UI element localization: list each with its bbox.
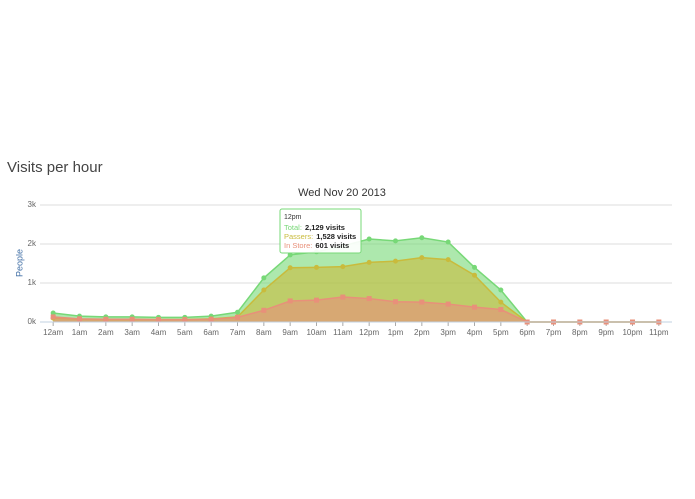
- point: [472, 304, 477, 310]
- y-tick-label: 1k: [28, 278, 37, 287]
- point: [235, 309, 240, 315]
- tooltip-value: 1,528 visits: [316, 232, 356, 241]
- x-tick-label: 10pm: [622, 328, 642, 337]
- point: [103, 316, 109, 322]
- point: [340, 294, 346, 300]
- tooltip-row: Total: 2,129 visits: [284, 223, 345, 232]
- point: [366, 296, 372, 302]
- tooltip-value: 2,129 visits: [305, 223, 345, 232]
- tooltip-label: In Store:: [284, 241, 312, 250]
- tooltip-box: [279, 208, 362, 254]
- point: [498, 307, 504, 313]
- point: [472, 264, 477, 270]
- tooltip-label: Total:: [284, 223, 302, 232]
- x-tick-label: 1am: [72, 328, 88, 337]
- point: [235, 314, 240, 320]
- point: [366, 236, 372, 242]
- x-tick-label: 11am: [333, 328, 353, 337]
- point: [261, 307, 267, 313]
- x-tick-label: 8am: [256, 328, 272, 337]
- x-tick-label: 4pm: [467, 328, 483, 337]
- y-tick-label: 0k: [28, 317, 37, 326]
- point: [498, 299, 504, 305]
- point: [129, 316, 135, 322]
- point: [77, 316, 82, 322]
- point: [419, 299, 425, 305]
- point: [366, 259, 372, 265]
- x-tick-label: 4am: [151, 328, 167, 337]
- x-tick-label: 3am: [124, 328, 140, 337]
- x-tick-label: 1pm: [388, 328, 404, 337]
- point: [208, 316, 214, 322]
- x-tick-label: 11pm: [649, 328, 669, 337]
- point: [314, 297, 319, 303]
- x-tick-label: 7am: [230, 328, 246, 337]
- point: [287, 265, 293, 271]
- x-tick-label: 3pm: [440, 328, 456, 337]
- point: [340, 264, 346, 270]
- point: [261, 287, 267, 293]
- x-tick-label: 12am: [43, 328, 63, 337]
- point: [156, 317, 161, 323]
- x-tick-label: 7pm: [546, 328, 562, 337]
- point: [50, 314, 56, 320]
- x-tick-label: 2pm: [414, 328, 430, 337]
- point: [50, 310, 56, 316]
- point: [287, 252, 293, 258]
- chart-title: Wed Nov 20 2013: [298, 187, 386, 199]
- point: [314, 264, 319, 270]
- x-tick-label: 8pm: [572, 328, 588, 337]
- point: [445, 239, 451, 245]
- x-tick-label: 6pm: [519, 328, 535, 337]
- point: [287, 298, 293, 304]
- point: [393, 299, 398, 305]
- x-tick-label: 2am: [98, 328, 114, 337]
- y-axis-title: People: [14, 249, 24, 277]
- point: [393, 258, 398, 264]
- x-tick-label: 9pm: [598, 328, 614, 337]
- point: [472, 272, 477, 278]
- x-tick-label: 12pm: [359, 328, 379, 337]
- x-tick-label: 10am: [306, 328, 326, 337]
- page-title: Visits per hour: [7, 159, 103, 176]
- point: [182, 317, 188, 323]
- point: [419, 235, 425, 241]
- point: [498, 287, 504, 293]
- point: [393, 238, 398, 244]
- point: [445, 257, 451, 263]
- x-tick-label: 9am: [282, 328, 298, 337]
- point: [445, 301, 451, 307]
- x-tick-label: 5am: [177, 328, 193, 337]
- series-area: [53, 297, 659, 322]
- series-area: [53, 257, 659, 322]
- point: [419, 255, 425, 261]
- tooltip-label: Passers:: [284, 232, 313, 241]
- tooltip-title: 12pm: [284, 214, 302, 221]
- x-tick-label: 6am: [203, 328, 219, 337]
- tooltip-value: 601 visits: [315, 241, 349, 250]
- y-tick-label: 3k: [28, 200, 37, 209]
- y-tick-label: 2k: [28, 239, 37, 248]
- point: [261, 275, 267, 281]
- x-tick-label: 5pm: [493, 328, 509, 337]
- tooltip-row: Passers: 1,528 visits: [284, 232, 356, 241]
- tooltip-row: In Store: 601 visits: [284, 241, 349, 250]
